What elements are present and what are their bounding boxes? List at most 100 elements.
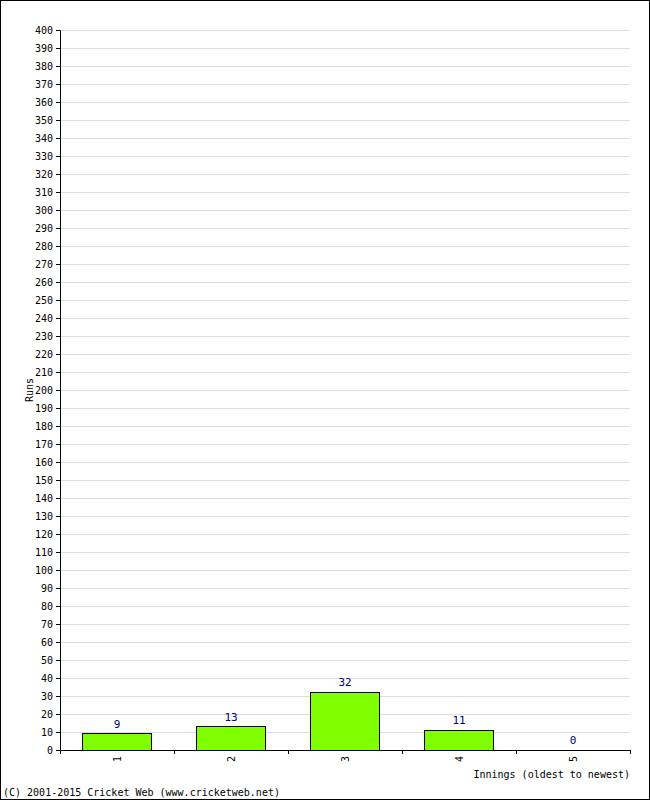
y-tick: 330	[35, 151, 60, 162]
y-tick: 50	[41, 655, 60, 666]
y-tick-mark	[56, 480, 60, 481]
x-tick-label: 2	[226, 756, 237, 762]
y-tick: 360	[35, 97, 60, 108]
y-tick: 40	[41, 673, 60, 684]
y-tick-mark	[56, 642, 60, 643]
y-tick-mark	[56, 534, 60, 535]
y-tick: 190	[35, 403, 60, 414]
y-tick-mark	[56, 444, 60, 445]
bars	[83, 692, 493, 750]
x-tick-label: 1	[112, 756, 123, 762]
x-tick-label: 5	[568, 756, 579, 762]
y-tick-label: 30	[41, 691, 53, 702]
grid-line	[60, 174, 630, 175]
x-tick-label: 4	[454, 756, 465, 762]
y-tick-label: 320	[35, 169, 53, 180]
y-tick-label: 180	[35, 421, 53, 432]
y-tick-label: 360	[35, 97, 53, 108]
data-label: 32	[338, 676, 351, 689]
y-tick-label: 140	[35, 493, 53, 504]
y-tick-label: 390	[35, 43, 53, 54]
grid-line	[60, 102, 630, 103]
y-tick-label: 300	[35, 205, 53, 216]
y-tick-mark	[56, 516, 60, 517]
y-tick-mark	[56, 228, 60, 229]
y-tick-mark	[56, 210, 60, 211]
grid-line	[60, 660, 630, 661]
y-tick-mark	[56, 462, 60, 463]
y-tick-label: 240	[35, 313, 53, 324]
y-tick: 370	[35, 79, 60, 90]
y-tick-label: 350	[35, 115, 53, 126]
grid-line	[60, 48, 630, 49]
y-tick: 90	[41, 583, 60, 594]
y-tick-label: 10	[41, 727, 53, 738]
y-tick: 390	[35, 43, 60, 54]
y-tick-label: 230	[35, 331, 53, 342]
x-tick: 3	[340, 750, 351, 762]
grid-line	[60, 318, 630, 319]
y-axis-title: Runs	[24, 378, 35, 402]
y-tick-label: 290	[35, 223, 53, 234]
y-tick: 340	[35, 133, 60, 144]
y-tick-label: 160	[35, 457, 53, 468]
y-tick-mark	[56, 336, 60, 337]
y-tick: 350	[35, 115, 60, 126]
y-tick-mark	[56, 282, 60, 283]
x-separator	[402, 750, 403, 754]
y-tick-label: 330	[35, 151, 53, 162]
y-tick-mark	[56, 570, 60, 571]
y-tick-label: 370	[35, 79, 53, 90]
y-tick-mark	[56, 624, 60, 625]
y-tick-mark	[56, 390, 60, 391]
y-tick-label: 380	[35, 61, 53, 72]
y-tick-mark	[56, 750, 60, 751]
y-tick-mark	[56, 174, 60, 175]
y-tick-label: 0	[47, 745, 53, 756]
grid-line	[60, 570, 630, 571]
y-axis: 0102030405060708090100110120130140150160…	[35, 25, 61, 756]
y-tick: 210	[35, 367, 60, 378]
y-tick: 100	[35, 565, 60, 576]
grid-line	[60, 552, 630, 553]
y-tick: 290	[35, 223, 60, 234]
grid-line	[60, 534, 630, 535]
grid-line	[60, 30, 630, 31]
plot: 0102030405060708090100110120130140150160…	[35, 25, 631, 762]
bar	[539, 750, 607, 751]
chart: 0102030405060708090100110120130140150160…	[0, 0, 650, 800]
y-axis-line	[56, 31, 61, 751]
grid-line	[60, 426, 630, 427]
y-tick-mark	[56, 120, 60, 121]
grid-line	[60, 498, 630, 499]
y-tick-mark	[56, 606, 60, 607]
grid-line	[60, 300, 630, 301]
x-tick: 1	[112, 750, 123, 762]
y-tick-mark	[56, 48, 60, 49]
grid-line	[60, 642, 630, 643]
y-tick-mark	[56, 660, 60, 661]
y-tick-mark	[56, 408, 60, 409]
y-tick-label: 60	[41, 637, 53, 648]
y-tick: 10	[41, 727, 60, 738]
y-tick-mark	[56, 300, 60, 301]
y-tick: 380	[35, 61, 60, 72]
y-tick: 150	[35, 475, 60, 486]
y-tick-mark	[56, 84, 60, 85]
annotation: (C) 2001-2015 Cricket Web (www.cricketwe…	[3, 787, 280, 798]
grid-line	[60, 336, 630, 337]
y-tick: 30	[41, 691, 60, 702]
y-tick-label: 80	[41, 601, 53, 612]
grid-line	[60, 84, 630, 85]
y-tick: 230	[35, 331, 60, 342]
x-axis-title: Innings (oldest to newest)	[473, 769, 630, 780]
y-tick-label: 260	[35, 277, 53, 288]
data-label: 0	[570, 734, 577, 747]
data-label: 13	[224, 711, 237, 724]
grid-line	[60, 624, 630, 625]
x-separator	[630, 750, 631, 754]
y-tick: 250	[35, 295, 60, 306]
y-tick: 320	[35, 169, 60, 180]
y-tick: 180	[35, 421, 60, 432]
x-axis: 1 2 3 4 5	[61, 750, 631, 762]
